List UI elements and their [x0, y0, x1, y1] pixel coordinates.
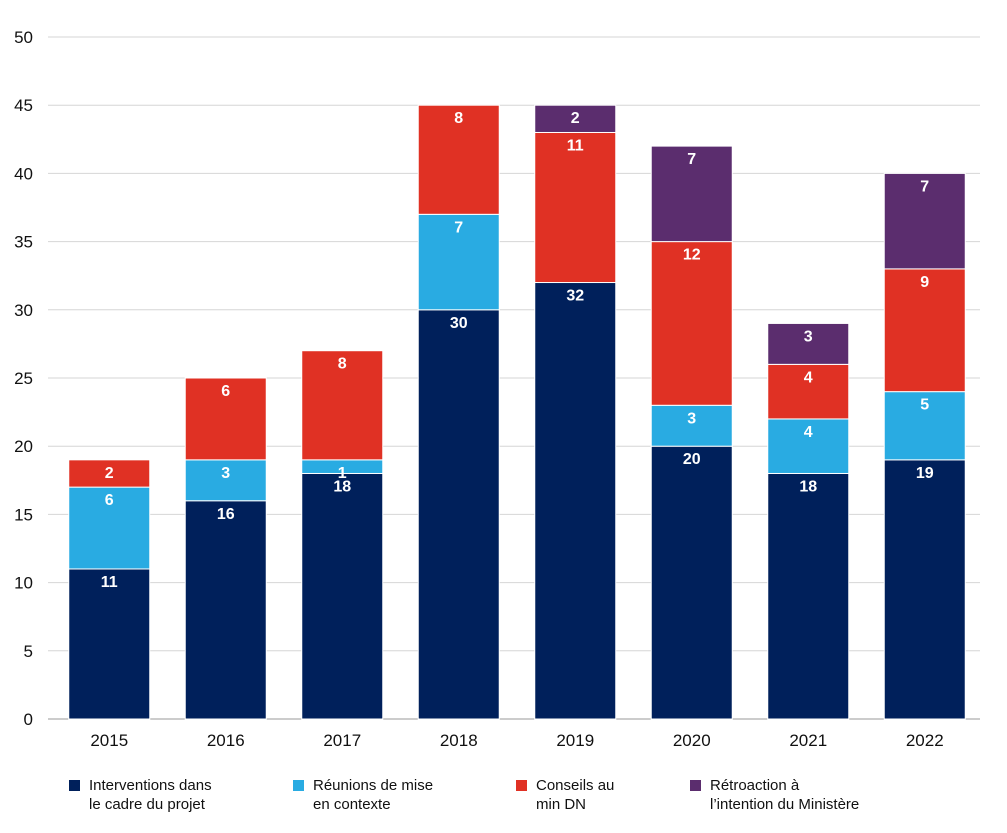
bar-segment	[301, 472, 384, 720]
data-label: 1	[338, 465, 347, 482]
data-label: 12	[683, 247, 701, 264]
data-label: 2	[105, 465, 114, 482]
bar-segment	[417, 104, 500, 215]
bar-segment	[534, 104, 617, 133]
data-label: 6	[105, 492, 114, 509]
data-label: 7	[687, 151, 696, 168]
x-tick-label: 2015	[90, 731, 128, 750]
x-tick-label: 2017	[323, 731, 361, 750]
bar-segment	[417, 213, 500, 311]
data-label: 4	[804, 424, 813, 441]
bar-segment	[650, 145, 733, 243]
y-tick-label: 50	[14, 28, 33, 47]
data-label: 16	[217, 506, 235, 523]
bar-segment	[650, 445, 733, 720]
y-tick-label: 35	[14, 233, 33, 252]
data-label: 32	[566, 288, 584, 305]
data-label: 3	[804, 328, 813, 345]
bar-segment	[650, 241, 733, 406]
data-label: 20	[683, 451, 701, 468]
data-label: 8	[454, 110, 463, 127]
data-label: 4	[804, 369, 813, 386]
bar-segment	[417, 309, 500, 720]
bar-segment	[534, 282, 617, 720]
data-label: 8	[338, 356, 347, 373]
data-label: 30	[450, 315, 468, 332]
bar-segment	[883, 459, 966, 720]
y-tick-label: 45	[14, 96, 33, 115]
x-tick-label: 2022	[906, 731, 944, 750]
data-label: 5	[920, 397, 929, 414]
bar-segment	[68, 486, 151, 570]
bar-segment	[650, 404, 733, 447]
y-tick-label: 30	[14, 301, 33, 320]
data-label: 11	[567, 137, 584, 154]
bar-segment	[767, 472, 850, 720]
legend-label: Interventions dans le cadre du projet	[89, 777, 212, 813]
x-tick-label: 2018	[440, 731, 478, 750]
y-tick-label: 20	[14, 437, 33, 456]
data-label: 9	[920, 274, 929, 291]
legend: Interventions dans le cadre du projet Réun…	[69, 777, 859, 813]
y-axis: 0 5 10 15 20 25 30 35 40 45 50	[14, 28, 33, 729]
bar-segment	[767, 322, 850, 365]
x-tick-label: 2021	[789, 731, 827, 750]
bar-segment	[68, 568, 151, 720]
x-tick-label: 2020	[673, 731, 711, 750]
data-label: 18	[799, 478, 817, 495]
data-label: 7	[920, 178, 929, 195]
bar-segment	[301, 350, 384, 461]
legend-swatch	[293, 780, 304, 791]
data-label: 19	[916, 465, 934, 482]
legend-label: Conseils au min DN	[536, 777, 614, 813]
legend-swatch	[516, 780, 527, 791]
bar-segment	[767, 418, 850, 474]
y-tick-label: 5	[24, 642, 33, 661]
legend-label: Réunions de mise en contexte	[313, 777, 433, 813]
bar-segment	[883, 172, 966, 270]
bar-segment	[68, 459, 151, 488]
x-tick-label: 2016	[207, 731, 245, 750]
x-axis: 2015 2016 2017 2018 2019 2020 2021 2022	[90, 731, 943, 750]
legend-swatch	[69, 780, 80, 791]
bar-segment	[184, 500, 267, 720]
data-label: 2	[571, 110, 580, 127]
data-label: 11	[101, 574, 118, 591]
data-label: 3	[221, 465, 230, 482]
data-label: 18	[333, 478, 351, 495]
bar-segment	[883, 391, 966, 461]
legend-swatch	[690, 780, 701, 791]
y-tick-label: 40	[14, 164, 33, 183]
data-label: 3	[687, 410, 696, 427]
y-tick-label: 15	[14, 505, 33, 524]
legend-label: Rétroaction à l’intention du Ministère	[710, 777, 859, 813]
bar-segment	[184, 459, 267, 502]
bar-segment	[883, 268, 966, 393]
data-label: 6	[221, 383, 230, 400]
bar-segment	[767, 363, 850, 420]
bar-segment	[184, 377, 267, 461]
y-tick-label: 0	[24, 710, 33, 729]
data-label: 7	[454, 219, 463, 236]
bar-segment	[534, 131, 617, 284]
x-tick-label: 2019	[556, 731, 594, 750]
y-tick-label: 10	[14, 574, 33, 593]
y-tick-label: 25	[14, 369, 33, 388]
